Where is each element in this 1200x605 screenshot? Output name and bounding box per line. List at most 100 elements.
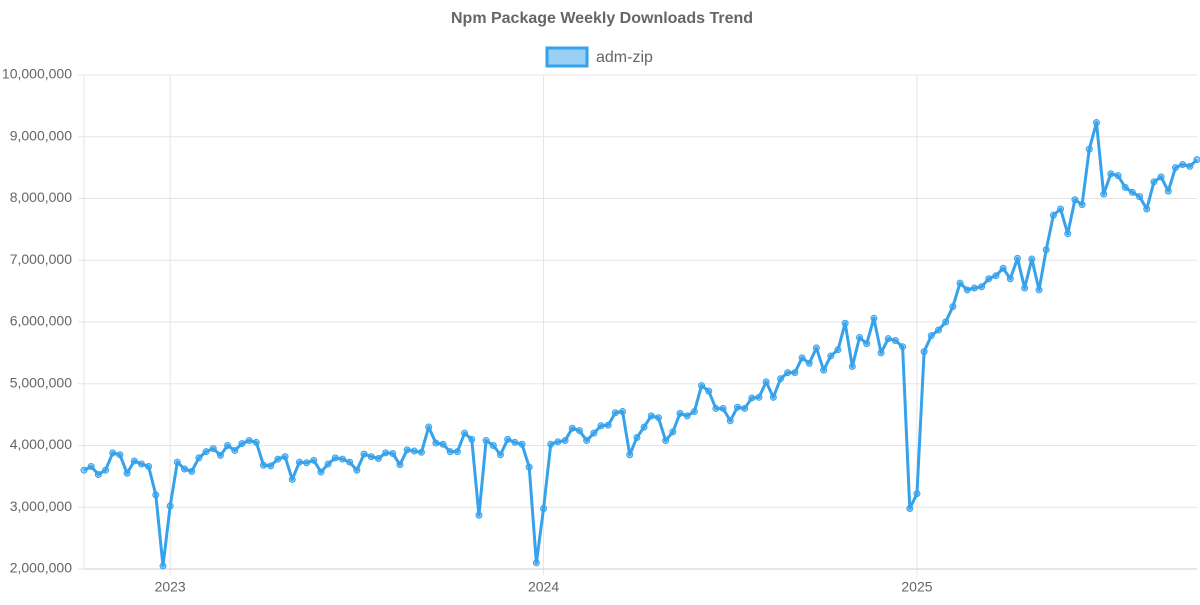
data-point xyxy=(633,433,641,441)
data-point xyxy=(482,437,490,445)
data-point xyxy=(856,333,864,341)
data-point xyxy=(619,408,627,416)
data-point xyxy=(827,352,835,360)
data-point xyxy=(561,437,569,445)
data-point xyxy=(611,409,619,417)
data-point xyxy=(1035,286,1043,294)
data-point xyxy=(712,404,720,412)
data-point xyxy=(999,264,1007,272)
data-point xyxy=(784,369,792,377)
data-point xyxy=(949,303,957,311)
data-point xyxy=(1121,183,1129,191)
data-point xyxy=(87,462,95,470)
data-point xyxy=(281,453,289,461)
data-point xyxy=(231,446,239,454)
data-point xyxy=(346,458,354,466)
data-point xyxy=(1021,284,1029,292)
data-point xyxy=(1143,205,1151,213)
data-point xyxy=(396,461,404,469)
data-point xyxy=(698,382,706,390)
data-point xyxy=(669,428,677,436)
data-point xyxy=(432,439,440,447)
data-point xyxy=(554,438,562,446)
data-point xyxy=(590,429,598,437)
data-point xyxy=(575,427,583,435)
data-point xyxy=(245,437,253,445)
data-point xyxy=(985,275,993,283)
data-point xyxy=(374,454,382,462)
data-point xyxy=(899,343,907,351)
data-point xyxy=(1179,161,1187,169)
y-tick-label: 8,000,000 xyxy=(10,189,72,205)
data-point xyxy=(748,394,756,402)
data-point xyxy=(654,414,662,422)
data-point xyxy=(317,468,325,476)
data-point xyxy=(777,375,785,383)
data-point xyxy=(705,387,713,395)
data-point xyxy=(1049,211,1057,219)
y-tick-label: 4,000,000 xyxy=(10,436,72,452)
data-point xyxy=(496,451,504,459)
data-point xyxy=(863,340,871,348)
data-point xyxy=(1150,178,1158,186)
data-point xyxy=(970,284,978,292)
y-tick-label: 7,000,000 xyxy=(10,251,72,267)
data-point xyxy=(841,319,849,327)
data-point xyxy=(461,429,469,437)
data-point xyxy=(942,318,950,326)
data-point xyxy=(733,403,741,411)
data-point xyxy=(216,451,224,459)
data-point xyxy=(518,440,526,448)
y-tick-label: 10,000,000 xyxy=(2,66,72,82)
data-point xyxy=(1042,246,1050,254)
legend-swatch xyxy=(545,46,589,68)
data-point xyxy=(934,326,942,334)
data-point xyxy=(130,457,138,465)
data-point xyxy=(1092,119,1100,127)
data-point xyxy=(274,455,282,463)
data-point xyxy=(532,559,540,567)
data-point xyxy=(389,450,397,458)
data-point xyxy=(1064,230,1072,238)
data-point xyxy=(956,279,964,287)
data-point xyxy=(188,467,196,475)
data-point xyxy=(640,423,648,431)
data-point xyxy=(353,466,361,474)
data-point xyxy=(224,442,232,449)
data-point xyxy=(238,440,246,448)
data-point xyxy=(94,471,102,479)
data-point xyxy=(963,286,971,294)
data-point xyxy=(453,448,461,456)
legend-label: adm-zip xyxy=(596,49,653,66)
data-point xyxy=(820,366,828,374)
data-point xyxy=(978,283,986,291)
data-point xyxy=(202,448,210,456)
data-point xyxy=(116,451,124,459)
data-point xyxy=(159,562,167,570)
data-point xyxy=(339,455,347,463)
data-point xyxy=(741,404,749,412)
data-point xyxy=(123,469,131,477)
data-point xyxy=(726,417,734,425)
data-point xyxy=(906,504,914,512)
data-point xyxy=(848,362,856,370)
data-point xyxy=(676,409,684,417)
data-point xyxy=(877,349,885,357)
data-point xyxy=(145,462,153,470)
x-tick-label: 2025 xyxy=(901,579,932,595)
data-point xyxy=(303,459,311,467)
data-point xyxy=(166,502,174,510)
data-point xyxy=(152,491,160,499)
data-point xyxy=(267,462,275,470)
data-point xyxy=(137,460,145,468)
data-point xyxy=(1164,187,1172,195)
data-point xyxy=(604,421,612,429)
data-point xyxy=(489,442,497,449)
data-point xyxy=(719,404,727,412)
data-point xyxy=(762,378,770,386)
data-point xyxy=(360,450,368,458)
data-point xyxy=(260,461,268,469)
data-point xyxy=(798,354,806,362)
data-point xyxy=(812,344,820,352)
